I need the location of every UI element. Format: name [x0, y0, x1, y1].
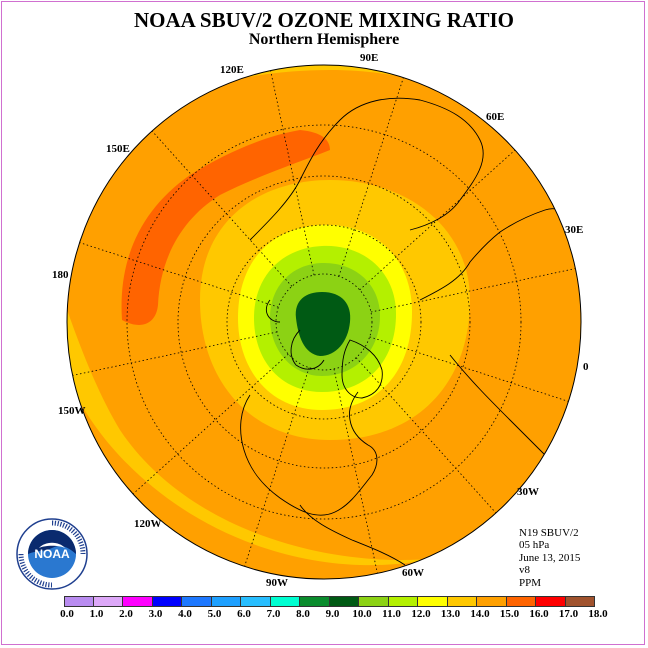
colorbar-box [359, 597, 389, 606]
colorbar-tick-label: 7.0 [266, 608, 281, 620]
meridian-line [132, 353, 289, 495]
lon-label-150e: 150E [106, 143, 130, 155]
colorbar-tick-label: 15.0 [499, 608, 520, 620]
coastline-greenland [341, 339, 383, 399]
ozone-field [67, 65, 581, 579]
colorbar-box [300, 597, 330, 606]
lat-circle-60 [226, 224, 422, 420]
meridian-line [270, 70, 315, 276]
colorbar-box [388, 597, 418, 606]
colorbar-box [64, 597, 94, 606]
map-title: NOAA SBUV/2 OZONE MIXING RATIO [134, 8, 514, 32]
colorbar-box [152, 597, 182, 606]
colorbar-tick-label: 9.0 [325, 608, 340, 620]
colorbar-box [536, 597, 566, 606]
colorbar-box [270, 597, 300, 606]
ozone-band-9-10 [295, 292, 351, 356]
colorbar-box [477, 597, 507, 606]
colorbar-tick-label: 1.0 [89, 608, 104, 620]
meridian-line [370, 268, 576, 313]
logo-sky [28, 530, 76, 554]
meridian-line [338, 77, 404, 277]
pressure-level-label: 05 hPa [519, 539, 550, 552]
lon-label-150w: 150W [58, 405, 86, 417]
colorbar-box [506, 597, 536, 606]
colorbar-box [565, 597, 595, 606]
meridian-line [151, 130, 293, 287]
colorbar-tick-label: 11.0 [382, 608, 401, 620]
colorbar-box [447, 597, 477, 606]
colorbar-tick-label: 14.0 [470, 608, 490, 620]
coastline-asia [249, 97, 484, 241]
colorbar-tick-label: 16.0 [529, 608, 549, 620]
logo-bird [39, 542, 65, 548]
colorbar-tick-label: 10.0 [352, 608, 372, 620]
map-subtitle: Northern Hemisphere [248, 31, 400, 48]
meridian-line [72, 331, 278, 376]
lon-label-30e: 30E [565, 224, 583, 236]
colorbar-tick-label: 2.0 [119, 608, 133, 620]
colorbar-box [182, 597, 212, 606]
lon-label-180: 180 [52, 269, 69, 281]
meridian-line [355, 357, 497, 514]
meridian-line [333, 368, 378, 574]
metadata-block: N19 SBUV/2 05 hPa June 13, 2015 v8 PPM [519, 527, 580, 589]
lon-label-120w: 120W [134, 518, 162, 530]
hemisphere-boundary [66, 64, 582, 580]
lat-circle-45 [177, 175, 471, 469]
colorbar-tick-label: 4.0 [178, 608, 192, 620]
colorbar-box [93, 597, 123, 606]
colorbar-box [241, 597, 271, 606]
satellite-label: N19 SBUV/2 [519, 527, 579, 539]
colorbar-tick-label: 8.0 [296, 608, 310, 620]
lon-label-30w: 30W [517, 486, 539, 498]
colorbar-tick-label: 12.0 [411, 608, 431, 620]
colorbar-box [211, 597, 241, 606]
colorbar-tick-label: 3.0 [148, 608, 163, 620]
colorbar-box [123, 597, 153, 606]
logo-text: NOAA [34, 547, 70, 561]
lon-label-120e: 120E [220, 64, 244, 76]
colorbar-tick-label: 18.0 [588, 608, 608, 620]
lon-label-90w: 90W [266, 577, 288, 589]
colorbar-box [418, 597, 448, 606]
colorbar-box [329, 597, 359, 606]
colorbar-tick-label: 5.0 [207, 608, 222, 620]
ozone-band-15-16 [121, 130, 330, 325]
lon-label-60w: 60W [402, 567, 424, 579]
meridian-line [369, 336, 569, 402]
meridians [72, 70, 576, 574]
colorbar-tick-label: 6.0 [237, 608, 251, 620]
meridian-line [359, 149, 516, 291]
meridian-line [244, 367, 310, 567]
units-label: PPM [519, 576, 542, 589]
lon-label-90e: 90E [360, 52, 378, 64]
lon-label-0: 0 [583, 361, 589, 373]
meridian-line [79, 242, 279, 308]
version-label: v8 [519, 564, 530, 577]
coastline-arctic-islands [266, 299, 325, 370]
coastline-north-america [240, 391, 406, 566]
colorbar [64, 596, 595, 607]
lon-label-60e: 60E [486, 111, 504, 123]
noaa-logo: NOAA [16, 518, 88, 590]
latitude-circles [126, 124, 522, 520]
lat-circle-75 [275, 273, 373, 371]
lat-circle-30 [126, 124, 522, 520]
colorbar-tick-label: 0.0 [60, 608, 74, 620]
longitude-labels: 90E 60E 30E 0 30W 60W 90W 120W 150W 180 … [52, 52, 589, 589]
date-label: June 13, 2015 [519, 551, 581, 564]
colorbar-tick-label: 13.0 [440, 608, 461, 620]
colorbar-tick-label: 17.0 [558, 608, 579, 620]
